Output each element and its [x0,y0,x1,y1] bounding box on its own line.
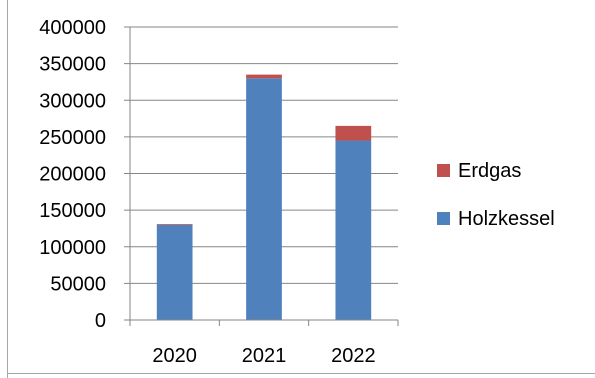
x-tick-label: 2021 [242,345,287,367]
legend: Erdgas Holzkessel [437,160,555,230]
y-tick-label: 100000 [39,237,106,259]
y-axis-ticks: 0 50000 100000 150000 200000 250000 300000 3500… [39,17,130,332]
bar-holzkessel-2020 [156,224,193,320]
bar-erdgas-2020 [156,224,193,225]
frame-bottom-border [7,373,595,374]
y-tick-label: 150000 [39,200,106,222]
bar-erdgas-2021 [246,74,282,79]
bar-erdgas-2022 [335,125,372,141]
y-tick-label: 250000 [39,127,106,149]
y-tick-label: 200000 [39,164,106,186]
x-axis-ticks: 2020 2021 2022 [129,320,399,367]
bar-holzkessel-2021 [246,78,282,321]
y-tick-label: 0 [95,310,106,332]
frame-left-border [7,0,8,378]
legend-label-holzkessel: Holzkessel [458,208,555,230]
legend-swatch-erdgas [437,164,450,177]
y-tick-label: 300000 [39,90,106,112]
legend-swatch-holzkessel [437,212,450,225]
y-tick-label: 350000 [39,54,106,76]
bar-holzkessel-2022 [335,140,372,320]
x-tick-label: 2022 [331,345,376,367]
y-tick-label: 50000 [50,273,106,295]
y-tick-label: 400000 [39,17,106,39]
legend-label-erdgas: Erdgas [458,160,521,182]
x-tick-label: 2020 [152,345,197,367]
bars [156,74,372,321]
